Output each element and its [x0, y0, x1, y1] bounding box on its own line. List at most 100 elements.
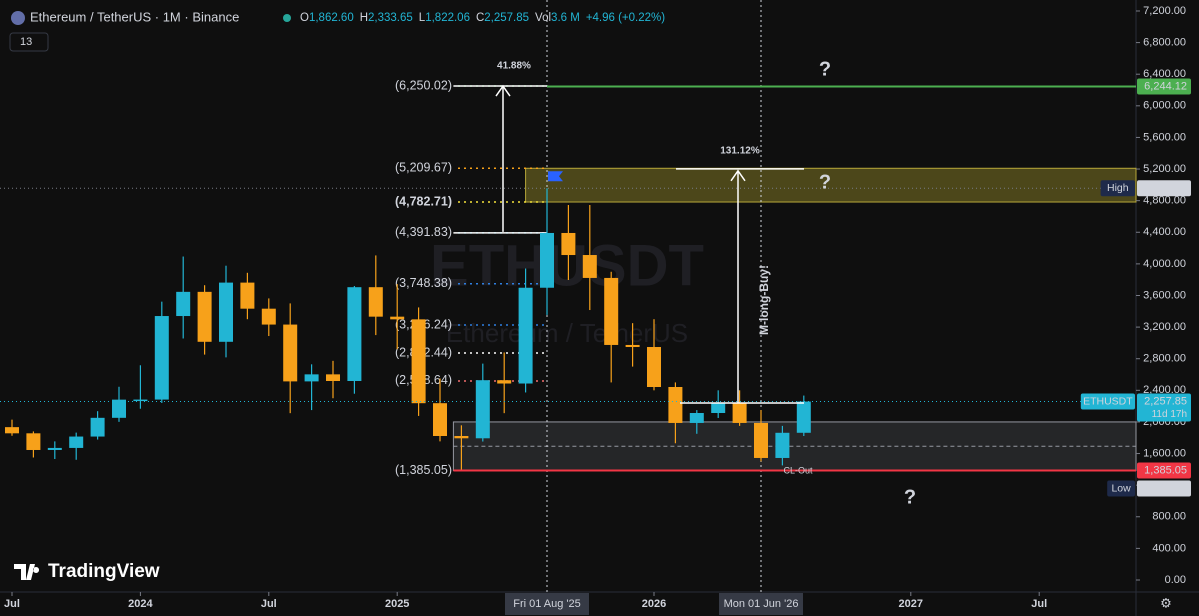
price-box-label: 2,257.85 — [1144, 395, 1187, 407]
candle-body — [732, 402, 747, 423]
y-tick-label: 3,200.00 — [1143, 321, 1186, 333]
candle-body — [711, 402, 726, 414]
candle-body — [647, 347, 661, 388]
candle-body — [219, 282, 233, 342]
flag — [548, 171, 563, 182]
price-tag-label: ETHUSDT — [1083, 395, 1133, 407]
ohlc-legend: C2,257.85 — [476, 12, 529, 24]
price-box — [1137, 480, 1191, 497]
candle-body — [240, 282, 255, 309]
candle-body — [518, 287, 533, 384]
symbol-icon — [11, 11, 25, 25]
y-tick-label: 0.00 — [1165, 574, 1186, 586]
brand-logo — [14, 564, 40, 580]
candle-body — [176, 291, 191, 317]
candle-body — [261, 308, 276, 325]
ohlc-legend: O1,862.60 — [300, 12, 354, 24]
x-tick-label: 2025 — [385, 598, 409, 610]
price-box-label: 6,244.12 — [1144, 80, 1187, 92]
ohlc-value: 1,862.60 — [309, 12, 354, 24]
symbol-title: Ethereum / TetherUS · 1M · Binance — [30, 9, 239, 24]
settings-icon[interactable]: ⚙ — [1160, 595, 1172, 610]
ohlc-value: 2,257.85 — [484, 12, 529, 24]
candle-body — [112, 399, 126, 418]
price-box-label: 1,385.05 — [1144, 482, 1187, 494]
candle-body — [775, 432, 790, 458]
x-tick-label: 2026 — [642, 598, 666, 610]
marker-label: Fri 01 Aug '25 — [513, 598, 581, 610]
x-tick-label: Jul — [261, 598, 277, 610]
candle-body — [304, 374, 319, 382]
ohlc-legend: Vol3.6 M — [535, 12, 580, 24]
y-tick-label: 2,400.00 — [1143, 384, 1186, 396]
candle-body — [689, 413, 704, 423]
ohlc-value: 2,333.65 — [368, 12, 413, 24]
question-mark: ? — [904, 486, 916, 508]
measure-label: 41.88% — [497, 61, 531, 72]
price-tag-label: High — [1107, 182, 1129, 194]
question-mark: ? — [819, 58, 831, 80]
price-box — [1137, 78, 1191, 95]
ohlc-value: 1,822.06 — [425, 12, 470, 24]
y-tick-label: 400.00 — [1152, 542, 1186, 554]
arrow-head — [730, 169, 746, 182]
price-box — [1137, 180, 1191, 197]
candle-body — [625, 344, 640, 348]
candle-body — [197, 291, 212, 342]
measure-label: 131.12% — [720, 145, 760, 156]
y-tick-label: 6,800.00 — [1143, 37, 1186, 49]
candle-body — [454, 435, 469, 439]
resistance-zone — [525, 167, 1137, 203]
level-label: (3,748.38) — [395, 276, 452, 290]
x-tick-label: Jul — [1031, 598, 1047, 610]
status-dot[interactable] — [283, 14, 291, 22]
candle-body — [796, 401, 811, 433]
y-tick-label: 7,200.00 — [1143, 5, 1186, 17]
x-tick-label: 2024 — [128, 598, 153, 610]
candle-body — [368, 287, 383, 317]
candle-body — [582, 255, 597, 278]
level-label: (5,209.67) — [395, 161, 452, 175]
ohlc-legend: +4.96 (+0.22%) — [586, 12, 665, 24]
support-zone — [452, 421, 1137, 472]
y-tick-label: 3,600.00 — [1143, 289, 1186, 301]
price-box-label: 1,385.05 — [1144, 464, 1187, 476]
indicator-label: 13 — [20, 36, 32, 48]
candle-body — [475, 380, 490, 439]
ohlc-legend: H2,333.65 — [360, 12, 413, 24]
candle-body — [154, 316, 169, 400]
ohlc-key: Vol — [535, 12, 551, 24]
candle-body — [5, 427, 19, 434]
y-tick-label: 1,600.00 — [1143, 447, 1186, 459]
indicator-box[interactable] — [9, 32, 49, 52]
marker-box — [505, 593, 589, 615]
price-tag-label: Low — [1111, 482, 1131, 494]
candle-body — [69, 436, 84, 448]
candle-body — [411, 319, 426, 404]
ohlc-legend: L1,822.06 — [419, 12, 470, 24]
question-mark: ? — [819, 171, 831, 193]
level-label: (6,250.02) — [395, 78, 452, 92]
y-tick-label: 6,400.00 — [1143, 68, 1186, 80]
watermark-sub: Ethereum / TetherUS — [446, 318, 688, 348]
candle-body — [283, 324, 298, 382]
candle-body — [497, 380, 512, 384]
candle-body — [433, 403, 447, 436]
candle-body — [133, 399, 148, 402]
candle-body — [347, 287, 362, 381]
y-tick-label: 800.00 — [1152, 511, 1186, 523]
candle-body — [90, 417, 105, 437]
ohlc-value: 3.6 M — [551, 12, 580, 24]
y-tick-label: 5,200.00 — [1143, 163, 1186, 175]
candle-body — [26, 433, 41, 450]
y-tick-label: 4,400.00 — [1143, 226, 1186, 238]
marker-label: Mon 01 Jun '26 — [724, 598, 799, 610]
y-tick-label: 5,600.00 — [1143, 131, 1186, 143]
level-label: (4,782.71) — [395, 194, 452, 208]
price-tag — [1107, 480, 1135, 497]
candle-body — [668, 387, 683, 423]
y-tick-label: 4,000.00 — [1143, 258, 1186, 270]
signal-label: M-long-Buy! — [757, 265, 771, 335]
y-tick-label: 4,800.00 — [1143, 195, 1186, 207]
